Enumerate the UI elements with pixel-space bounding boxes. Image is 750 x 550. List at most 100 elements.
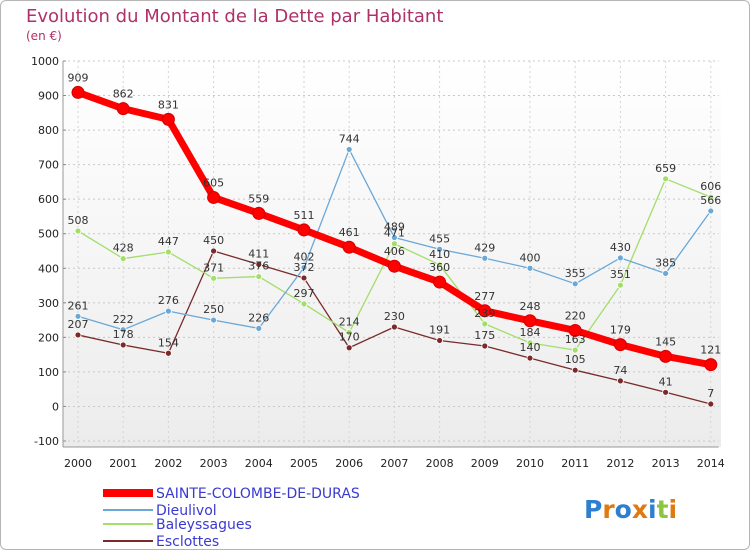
data-point: [345, 329, 353, 336]
y-tick-label: -100: [34, 435, 59, 448]
data-label: 659: [655, 162, 676, 175]
data-point: [342, 240, 356, 254]
data-label: 744: [339, 132, 360, 145]
data-label: 207: [68, 318, 89, 331]
x-tick-label: 2007: [380, 457, 408, 470]
data-point: [571, 280, 579, 288]
data-label: 489: [384, 221, 405, 234]
data-label: 508: [68, 214, 89, 227]
data-point: [617, 281, 624, 289]
data-label: 355: [565, 267, 586, 280]
data-point: [571, 346, 579, 354]
data-point: [707, 207, 715, 215]
legend-label: SAINTE-COLOMBE-DE-DURAS: [156, 486, 360, 502]
logo-letter: P: [584, 495, 602, 524]
x-tick-label: 2008: [426, 457, 454, 470]
data-point: [613, 338, 627, 352]
data-label: 428: [113, 242, 134, 255]
data-point: [617, 377, 624, 385]
data-label: 175: [474, 329, 495, 342]
data-label: 430: [610, 241, 631, 254]
data-label: 410: [429, 248, 450, 261]
data-point: [119, 341, 127, 349]
data-point: [707, 193, 715, 201]
data-label: 455: [429, 232, 450, 245]
x-tick-label: 2001: [109, 457, 137, 470]
data-label: 461: [339, 226, 360, 239]
data-label: 862: [113, 88, 134, 101]
data-point: [704, 358, 718, 372]
chart-title: Evolution du Montant de la Dette par Hab…: [26, 6, 444, 27]
data-point: [116, 102, 130, 116]
data-point: [71, 85, 85, 99]
y-tick-label: 200: [38, 331, 59, 344]
data-label: 385: [655, 256, 676, 269]
data-point: [436, 245, 444, 253]
data-label: 145: [655, 335, 676, 348]
data-point: [74, 331, 82, 339]
data-point: [617, 254, 624, 262]
data-label: 360: [429, 261, 450, 274]
data-point: [164, 248, 172, 256]
data-point: [255, 261, 263, 268]
data-label: 376: [248, 260, 269, 273]
data-point: [300, 264, 308, 271]
data-point: [481, 320, 489, 328]
data-label: 239: [474, 307, 495, 320]
data-point: [297, 223, 311, 237]
data-label: 351: [610, 268, 631, 281]
data-label: 511: [294, 209, 315, 222]
data-point: [659, 349, 673, 363]
data-label: 105: [565, 353, 586, 366]
y-tick-label: 1000: [31, 55, 59, 68]
x-tick-label: 2010: [516, 457, 544, 470]
y-tick-label: 500: [38, 228, 59, 241]
x-tick-label: 2002: [154, 457, 182, 470]
logo-letter: x: [632, 495, 648, 524]
data-label: 74: [613, 364, 627, 377]
data-label: 121: [700, 344, 721, 357]
data-point: [74, 312, 82, 320]
data-label: 406: [384, 245, 405, 258]
data-point: [523, 314, 537, 328]
data-label: 909: [68, 71, 89, 84]
data-label: 154: [158, 336, 179, 349]
data-label: 230: [384, 310, 405, 323]
y-tick-label: 700: [38, 159, 59, 172]
data-point: [164, 349, 172, 357]
data-point: [255, 324, 263, 332]
y-tick-label: 800: [38, 124, 59, 137]
data-point: [207, 190, 221, 204]
data-point: [387, 259, 401, 273]
data-point: [300, 300, 308, 308]
data-label: 140: [520, 341, 541, 354]
x-tick-label: 2005: [290, 457, 318, 470]
data-label: 471: [384, 227, 405, 240]
data-point: [662, 270, 669, 277]
data-label: 371: [203, 261, 224, 274]
data-point: [345, 146, 353, 153]
data-label: 178: [113, 328, 134, 341]
data-point: [300, 274, 308, 282]
data-label: 214: [339, 316, 360, 329]
data-point: [481, 254, 489, 262]
data-label: 220: [565, 309, 586, 322]
data-point: [481, 342, 489, 350]
data-point: [252, 206, 266, 220]
data-point: [526, 354, 534, 362]
data-label: 191: [429, 323, 450, 336]
logo-letter: i: [669, 495, 678, 524]
data-label: 7: [707, 387, 714, 400]
data-point: [390, 234, 398, 241]
data-point: [571, 366, 579, 374]
data-point: [161, 112, 175, 126]
data-label: 429: [474, 241, 495, 254]
data-label: 400: [520, 251, 541, 264]
chart-subtitle: (en €): [26, 29, 62, 43]
data-label: 170: [339, 331, 360, 344]
data-label: 184: [520, 326, 541, 339]
data-point: [210, 274, 218, 282]
x-tick-label: 2006: [335, 457, 363, 470]
data-point: [164, 307, 172, 315]
